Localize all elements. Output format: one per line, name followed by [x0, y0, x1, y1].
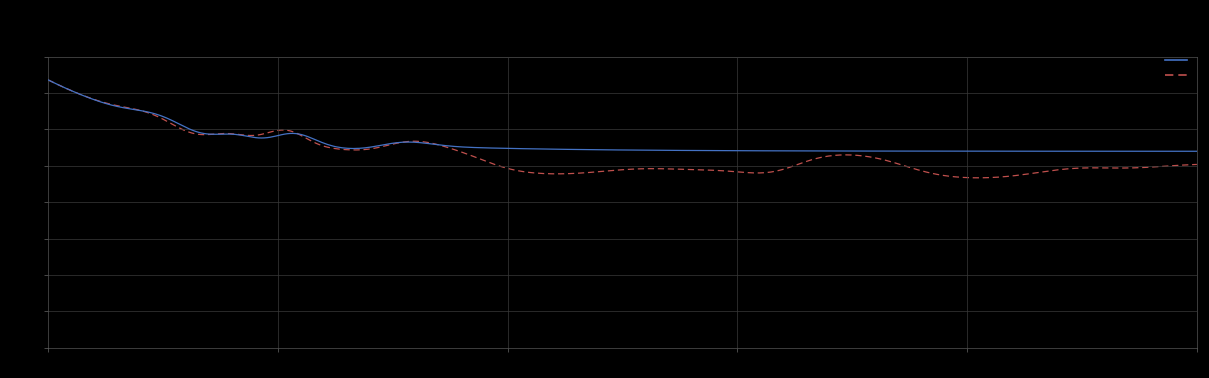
Legend: , : ,	[1165, 56, 1190, 81]
